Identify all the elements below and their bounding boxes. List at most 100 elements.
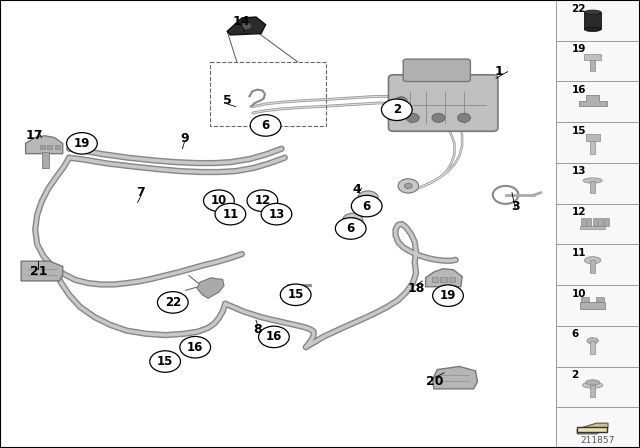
Bar [581, 297, 589, 302]
Polygon shape [426, 269, 462, 287]
Text: 13: 13 [572, 167, 586, 177]
Text: 21: 21 [29, 265, 47, 279]
Bar [580, 226, 605, 229]
Text: 18: 18 [407, 282, 425, 296]
Bar [556, 122, 640, 163]
Circle shape [280, 284, 311, 306]
Bar [556, 326, 640, 366]
Text: 3: 3 [511, 199, 520, 213]
Circle shape [247, 190, 278, 211]
Text: 12: 12 [572, 207, 586, 217]
Circle shape [432, 113, 445, 122]
Ellipse shape [583, 178, 602, 183]
Bar [556, 82, 640, 122]
Text: 4: 4 [353, 183, 362, 196]
Circle shape [250, 115, 281, 136]
Text: 2: 2 [572, 370, 579, 380]
Bar [581, 218, 586, 226]
Circle shape [259, 326, 289, 348]
Circle shape [364, 195, 372, 201]
Bar [556, 204, 640, 244]
Circle shape [342, 213, 363, 228]
Text: 17: 17 [25, 129, 43, 142]
Bar [556, 163, 640, 204]
Polygon shape [433, 366, 477, 389]
Circle shape [406, 113, 419, 122]
Circle shape [150, 351, 180, 372]
Bar [42, 152, 49, 168]
Circle shape [204, 190, 234, 211]
Text: 19: 19 [74, 137, 90, 150]
Bar [584, 12, 601, 29]
Bar [440, 286, 449, 302]
Text: 22: 22 [572, 4, 586, 13]
Text: 16: 16 [572, 85, 586, 95]
Bar [432, 277, 438, 282]
Text: 1: 1 [495, 65, 504, 78]
Circle shape [396, 97, 407, 105]
Polygon shape [227, 17, 266, 35]
Text: 5: 5 [223, 94, 232, 108]
Bar [590, 181, 595, 193]
Polygon shape [21, 261, 63, 281]
Circle shape [433, 285, 463, 306]
Text: 19: 19 [440, 289, 456, 302]
Text: 6: 6 [262, 119, 269, 132]
Text: 13: 13 [268, 207, 285, 221]
Bar [449, 277, 455, 282]
Text: 9: 9 [180, 132, 189, 146]
Ellipse shape [582, 382, 603, 388]
Bar [590, 385, 595, 397]
Circle shape [241, 22, 252, 30]
Text: 6: 6 [572, 329, 579, 340]
Bar [593, 218, 597, 226]
Text: 22: 22 [164, 296, 181, 309]
Circle shape [215, 203, 246, 225]
Bar [598, 218, 603, 226]
Bar [55, 145, 60, 149]
Text: 15: 15 [287, 288, 304, 302]
Ellipse shape [584, 257, 601, 264]
FancyBboxPatch shape [403, 59, 470, 82]
Polygon shape [579, 95, 607, 106]
Polygon shape [577, 423, 608, 434]
Circle shape [157, 292, 188, 313]
Bar [556, 244, 640, 285]
Bar [590, 341, 595, 354]
Circle shape [358, 191, 378, 205]
Bar [590, 141, 595, 154]
Bar [590, 260, 595, 273]
Ellipse shape [587, 338, 598, 344]
Text: 15: 15 [157, 355, 173, 368]
Polygon shape [577, 427, 607, 432]
Polygon shape [197, 278, 224, 298]
Text: 11: 11 [572, 248, 586, 258]
Circle shape [261, 203, 292, 225]
Text: 20: 20 [426, 375, 444, 388]
Bar [596, 297, 604, 302]
Polygon shape [26, 136, 63, 154]
Text: 12: 12 [254, 194, 271, 207]
Circle shape [351, 195, 382, 217]
Circle shape [335, 218, 366, 239]
Text: 15: 15 [572, 126, 586, 136]
Text: 16: 16 [187, 340, 204, 354]
Text: 10: 10 [211, 194, 227, 207]
Text: 19: 19 [572, 44, 586, 54]
Circle shape [404, 183, 412, 189]
FancyBboxPatch shape [586, 134, 600, 141]
Ellipse shape [586, 380, 600, 385]
Text: 16: 16 [266, 330, 282, 344]
FancyBboxPatch shape [388, 75, 498, 131]
Bar [556, 285, 640, 326]
Ellipse shape [584, 27, 601, 31]
Bar [556, 407, 640, 448]
Text: 211857: 211857 [580, 436, 615, 445]
Bar [556, 0, 640, 41]
Text: 10: 10 [572, 289, 586, 299]
Circle shape [180, 336, 211, 358]
Circle shape [458, 113, 470, 122]
Bar [47, 145, 52, 149]
Text: 8: 8 [253, 323, 262, 336]
Circle shape [349, 218, 356, 223]
